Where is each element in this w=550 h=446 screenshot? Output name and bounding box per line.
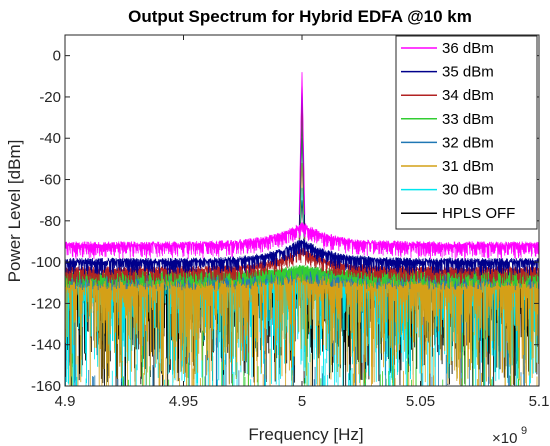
legend-box bbox=[395, 35, 538, 230]
x-tick-label: 4.95 bbox=[169, 393, 198, 410]
x-axis: 4.9 4.95 5 5.05 5.1 bbox=[55, 35, 550, 410]
y-tick-label: 0 bbox=[53, 48, 61, 65]
y-tick-label: -40 bbox=[39, 130, 61, 147]
legend-item: HPLS OFF bbox=[401, 205, 515, 222]
noise-bursts bbox=[65, 314, 538, 386]
legend-label: HPLS OFF bbox=[442, 205, 515, 222]
x-axis-exponent: ×10 9 bbox=[492, 425, 527, 446]
series-line bbox=[65, 72, 539, 260]
y-tick-label: -60 bbox=[39, 172, 61, 189]
series-36-dbm bbox=[65, 72, 539, 260]
y-tick-label: -20 bbox=[39, 89, 61, 106]
legend-item: 33 dBm bbox=[401, 111, 494, 128]
legend-item: 31 dBm bbox=[401, 158, 494, 175]
y-axis: 0 -20 -40 -60 -80 -100 -120 -140 -160 bbox=[31, 48, 539, 395]
y-tick-label: -100 bbox=[31, 254, 61, 271]
legend-label: 32 dBm bbox=[442, 134, 494, 151]
legend-label: 34 dBm bbox=[442, 87, 494, 104]
x-tick-label: 5.05 bbox=[406, 393, 435, 410]
legend-item: 34 dBm bbox=[401, 87, 494, 104]
plot-area bbox=[65, 72, 539, 386]
legend-label: 31 dBm bbox=[442, 158, 494, 175]
x-axis-label: Frequency [Hz] bbox=[248, 425, 363, 444]
legend-label: 33 dBm bbox=[442, 111, 494, 128]
y-tick-label: -140 bbox=[31, 337, 61, 354]
legend-item: 35 dBm bbox=[401, 64, 494, 81]
y-tick-label: -160 bbox=[31, 378, 61, 395]
legend: 36 dBm 35 dBm 34 dBm 33 dBm 32 dBm 31 dBm 30 d… bbox=[395, 35, 538, 230]
x-exponent-base: ×10 bbox=[492, 430, 517, 446]
y-tick-label: -120 bbox=[31, 295, 61, 312]
legend-label: 36 dBm bbox=[442, 40, 494, 57]
legend-label: 35 dBm bbox=[442, 64, 494, 81]
x-exponent-power: 9 bbox=[521, 425, 527, 437]
legend-item: 36 dBm bbox=[401, 40, 494, 57]
legend-item: 30 dBm bbox=[401, 182, 494, 199]
y-axis-label: Power Level [dBm] bbox=[5, 140, 24, 283]
x-tick-label: 4.9 bbox=[55, 393, 76, 410]
x-tick-label: 5 bbox=[298, 393, 306, 410]
x-tick-label: 5.1 bbox=[529, 393, 550, 410]
legend-label: 30 dBm bbox=[442, 182, 494, 199]
y-tick-label: -80 bbox=[39, 213, 61, 230]
legend-item: 32 dBm bbox=[401, 134, 494, 151]
chart-title: Output Spectrum for Hybrid EDFA @10 km bbox=[128, 7, 472, 26]
